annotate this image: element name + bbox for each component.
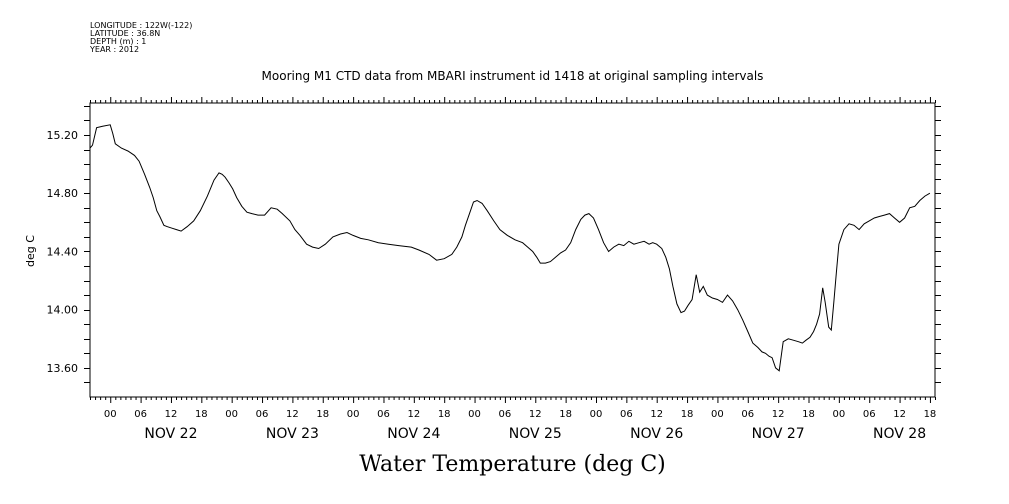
x-tick-label: 18 <box>924 409 937 420</box>
x-tick-label: 06 <box>377 409 390 420</box>
y-tick-label: 14.40 <box>47 245 79 258</box>
x-axis-label: Water Temperature (deg C) <box>359 452 666 477</box>
x-tick-label: 00 <box>225 409 238 420</box>
x-tick-label: 00 <box>104 409 117 420</box>
axis-ticks <box>84 97 941 403</box>
y-axis-label: deg C <box>24 235 37 267</box>
x-tick-label: 00 <box>832 409 845 420</box>
y-tick-label: 13.60 <box>47 362 79 375</box>
x-tick-label: 12 <box>529 409 542 420</box>
x-tick-label: 18 <box>681 409 694 420</box>
x-day-label: NOV 22 <box>144 426 197 442</box>
x-tick-label: 18 <box>195 409 208 420</box>
x-tick-label: 12 <box>286 409 299 420</box>
x-tick-label: 18 <box>316 409 329 420</box>
plot-frame <box>89 102 936 398</box>
x-day-label: NOV 24 <box>387 426 440 442</box>
x-tick-label: 12 <box>165 409 178 420</box>
x-tick-label: 06 <box>741 409 754 420</box>
y-tick-label: 15.20 <box>47 129 79 142</box>
x-tick-label: 00 <box>711 409 724 420</box>
x-tick-label: 06 <box>256 409 269 420</box>
x-day-label: NOV 28 <box>873 426 926 442</box>
chart-title: Mooring M1 CTD data from MBARI instrumen… <box>261 69 764 83</box>
x-tick-label: 00 <box>468 409 481 420</box>
longitude-label: LONGITUDE : 122W(-122) <box>90 21 193 30</box>
axis-labels: 00 06 12 18 00 06 12 18 00 06 12 18 00 06 12 18 00 06 12 18… <box>47 129 937 442</box>
latitude-label: LATITUDE : 36.8N <box>90 29 161 38</box>
x-tick-label: 06 <box>863 409 876 420</box>
x-tick-label: 12 <box>650 409 663 420</box>
x-day-label: NOV 23 <box>266 426 319 442</box>
x-tick-label: 00 <box>347 409 360 420</box>
x-tick-label: 00 <box>590 409 603 420</box>
y-tick-label: 14.00 <box>47 304 79 317</box>
x-tick-label: 12 <box>407 409 420 420</box>
x-tick-label: 06 <box>620 409 633 420</box>
y-tick-label: 14.80 <box>47 187 79 200</box>
x-tick-label: 06 <box>499 409 512 420</box>
x-day-label: NOV 27 <box>752 426 805 442</box>
x-tick-label: 06 <box>134 409 147 420</box>
x-tick-label: 18 <box>438 409 451 420</box>
x-tick-label: 18 <box>559 409 572 420</box>
depth-label: DEPTH (m) : 1 <box>90 37 147 46</box>
x-day-label: NOV 25 <box>509 426 562 442</box>
x-day-label: NOV 26 <box>630 426 683 442</box>
x-tick-label: 12 <box>772 409 785 420</box>
x-tick-label: 18 <box>802 409 815 420</box>
year-label: YEAR : 2012 <box>90 45 140 54</box>
x-tick-label: 12 <box>893 409 906 420</box>
series-line-water-temperature <box>89 124 931 372</box>
